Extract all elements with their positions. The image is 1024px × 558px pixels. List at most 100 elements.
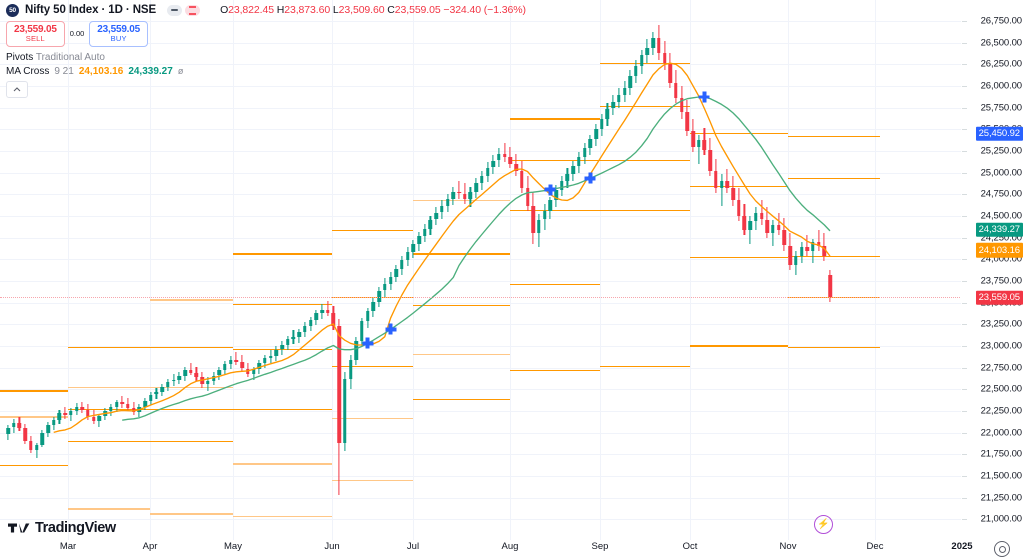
- price-tick: [962, 432, 967, 434]
- candle-body: [74, 406, 79, 411]
- candle-body: [183, 370, 187, 377]
- candle-body: [577, 157, 581, 166]
- price-tick: [962, 237, 967, 239]
- eye-hidden-icon[interactable]: ø: [177, 66, 184, 77]
- candle-body: [6, 427, 10, 435]
- grid-line-horizontal: [0, 151, 962, 152]
- candle-body: [542, 210, 547, 220]
- indicator-ma-cross[interactable]: MA Cross 9 21 24,103.16 24,339.27 ø: [6, 66, 526, 77]
- candle-body: [91, 416, 96, 422]
- candle-body: [148, 394, 153, 401]
- pivot-level-line: [233, 253, 332, 255]
- candle-body: [474, 183, 478, 192]
- candle-body: [788, 245, 792, 265]
- price-scale[interactable]: 26,750.00 26,500.00 26,250.00 26,000.00 25,7…: [962, 0, 1024, 540]
- ma-slow-badge[interactable]: 24,339.27: [975, 222, 1023, 238]
- open-label: O: [220, 4, 229, 16]
- buy-price: 23,559.05: [97, 24, 140, 35]
- lightning-bolt-icon[interactable]: ⚡: [814, 515, 833, 534]
- candle-wick: [235, 352, 237, 366]
- candle-body: [194, 372, 199, 378]
- candle-body: [594, 129, 598, 139]
- candle-body: [126, 404, 130, 408]
- candle-body: [634, 66, 638, 76]
- buy-label: BUY: [110, 34, 127, 44]
- tradingview-logo[interactable]: TradingView: [8, 520, 116, 536]
- price-tick: [962, 519, 967, 521]
- pivot-level-line: [413, 304, 510, 306]
- price-tick-label: 21,000.00: [980, 513, 1022, 525]
- candle-body: [657, 37, 661, 54]
- candle-body: [325, 309, 330, 314]
- candle-body: [485, 167, 490, 177]
- price-tick: [962, 129, 967, 131]
- candle-body: [371, 301, 376, 312]
- symbol-title[interactable]: Nifty 50 Index · 1D · NSE: [25, 4, 157, 16]
- ma-cross-marker: [584, 172, 596, 184]
- price-tick-label: 22,750.00: [980, 362, 1022, 374]
- buy-button[interactable]: 23,559.05 BUY: [89, 21, 148, 47]
- candle-body: [462, 193, 467, 199]
- ma-cross-marker: [698, 91, 710, 103]
- price-tick-label: 24,500.00: [980, 210, 1022, 222]
- candle-pill-icon[interactable]: [185, 4, 201, 16]
- price-tick: [962, 497, 967, 499]
- candle-body: [285, 339, 290, 346]
- candle-body: [514, 164, 518, 171]
- trade-buttons-row: 23,559.05 SELL 0.00 23,559.05 BUY: [6, 21, 526, 47]
- candle-body: [651, 37, 655, 48]
- pivot-level-line: [690, 185, 788, 188]
- candle-wick: [806, 235, 808, 256]
- price-tick-label: 22,500.00: [980, 383, 1022, 395]
- candle-body: [303, 326, 307, 333]
- grid-line-horizontal: [0, 519, 962, 521]
- candle-body: [394, 268, 398, 277]
- last-price-badge[interactable]: 23,559.05: [975, 290, 1023, 305]
- crosshair-target-icon[interactable]: [994, 541, 1010, 557]
- pivot-level-line: [788, 347, 880, 349]
- symbol-badge-icon: 50: [6, 3, 19, 17]
- price-tick-label: 25,000.00: [980, 167, 1022, 179]
- grid-line-horizontal: [0, 259, 962, 261]
- sell-button[interactable]: 23,559.05 SELL: [6, 21, 65, 47]
- candle-body: [679, 98, 684, 112]
- candle-body: [383, 283, 387, 291]
- grid-line-vertical: [690, 0, 691, 540]
- price-tick-label: 22,000.00: [980, 427, 1022, 439]
- price-tick-label: 24,250.00: [980, 232, 1022, 244]
- indicator-pivots[interactable]: Pivots Traditional Auto: [6, 52, 526, 63]
- ma-fast-badge[interactable]: 24,103.16: [975, 243, 1023, 258]
- pivot-level-line: [233, 408, 332, 410]
- pivot-level-line: [150, 513, 233, 515]
- time-scale[interactable]: Mar Apr May Jun Jul Aug Sep Oct Nov Dec 2025: [0, 540, 1024, 558]
- candle-body: [565, 174, 570, 182]
- price-tick: [962, 346, 967, 347]
- grid-line-horizontal: [0, 367, 962, 369]
- pivot-level-line: [150, 299, 233, 301]
- candle-body: [696, 139, 701, 147]
- tradingview-logo-icon: [8, 523, 30, 533]
- price-tick-label: 26,500.00: [980, 37, 1022, 49]
- close-label: C: [387, 4, 395, 16]
- candle-body: [154, 391, 159, 395]
- pivot-level-line: [233, 516, 332, 518]
- pivot-level-line: [413, 199, 510, 202]
- candle-body: [702, 139, 707, 151]
- candle-body: [314, 313, 319, 320]
- hide-series-icon[interactable]: [167, 4, 183, 16]
- candle-body: [736, 200, 741, 216]
- candle-body: [280, 345, 284, 350]
- candle-body: [548, 200, 553, 211]
- grid-line-horizontal: [0, 216, 962, 217]
- time-tick-label: Aug: [501, 541, 519, 552]
- chevron-up-icon[interactable]: [6, 80, 28, 98]
- ma-slow-long-badge[interactable]: 25,450.92: [975, 126, 1023, 141]
- candle-body: [69, 410, 73, 416]
- candle-body: [320, 309, 324, 314]
- open-value: 23,822.45: [228, 4, 274, 16]
- pivot-level-line: [413, 354, 510, 356]
- candle-body: [714, 170, 718, 189]
- candle-body: [354, 340, 358, 360]
- grid-line-horizontal: [0, 194, 962, 196]
- candle-body: [457, 191, 461, 194]
